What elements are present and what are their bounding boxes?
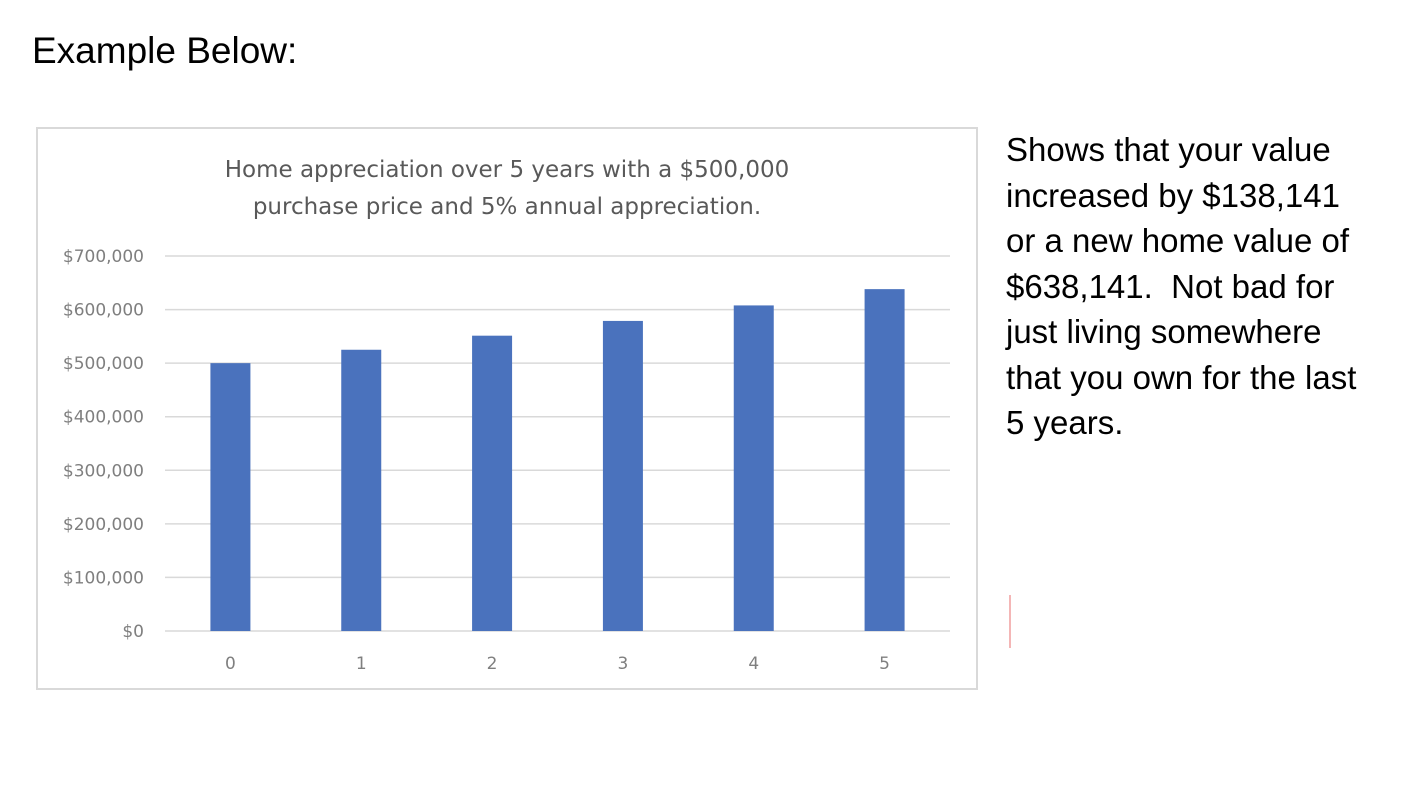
x-tick-label: 5 [879, 654, 890, 674]
chart-title: Home appreciation over 5 years with a $5… [225, 157, 790, 220]
x-tick-label: 4 [748, 654, 759, 674]
y-tick-label: $500,000 [63, 354, 144, 374]
y-axis-tick-labels: $0 $100,000 $200,000 $300,000 $400,000 $500,0… [63, 247, 144, 642]
x-tick-label: 0 [225, 654, 236, 674]
text-cursor [1009, 595, 1011, 648]
description-line: that you own for the last [1006, 358, 1357, 396]
bar [864, 289, 905, 631]
chart-gridlines [165, 255, 950, 632]
bar [341, 349, 382, 631]
x-tick-label: 2 [487, 654, 498, 674]
description-line: 5 years. [1006, 404, 1124, 441]
bar [602, 320, 643, 631]
y-tick-label: $300,000 [63, 461, 144, 481]
description-line: $638,141. Not bad for [1006, 267, 1335, 305]
chart-title-line: purchase price and 5% annual appreciatio… [253, 194, 761, 220]
y-tick-label: $600,000 [63, 301, 144, 321]
bar [472, 335, 513, 631]
x-tick-label: 1 [356, 654, 367, 674]
bar [733, 305, 774, 631]
chart-container: Home appreciation over 5 years with a $5… [36, 127, 978, 690]
y-tick-label: $700,000 [63, 247, 144, 267]
x-tick-label: 3 [618, 654, 629, 674]
description-line: just living somewhere [1006, 313, 1322, 350]
y-tick-label: $0 [122, 622, 144, 642]
description-line: increased by $138,141 [1006, 176, 1340, 214]
description-text: Shows that your value increased by $138,1… [1006, 127, 1406, 446]
y-tick-label: $400,000 [63, 408, 144, 428]
chart-bars [210, 289, 905, 631]
y-tick-label: $100,000 [63, 568, 144, 588]
bar [210, 363, 251, 631]
page-heading: Example Below: [32, 30, 298, 71]
bar-chart: Home appreciation over 5 years with a $5… [63, 157, 950, 674]
y-tick-label: $200,000 [63, 515, 144, 535]
chart-title-line: Home appreciation over 5 years with a $5… [225, 157, 790, 183]
description-line: or a new home value of [1006, 222, 1350, 259]
x-axis-tick-labels: 0 1 2 3 4 5 [225, 654, 890, 674]
description-line: Shows that your value [1006, 131, 1331, 168]
